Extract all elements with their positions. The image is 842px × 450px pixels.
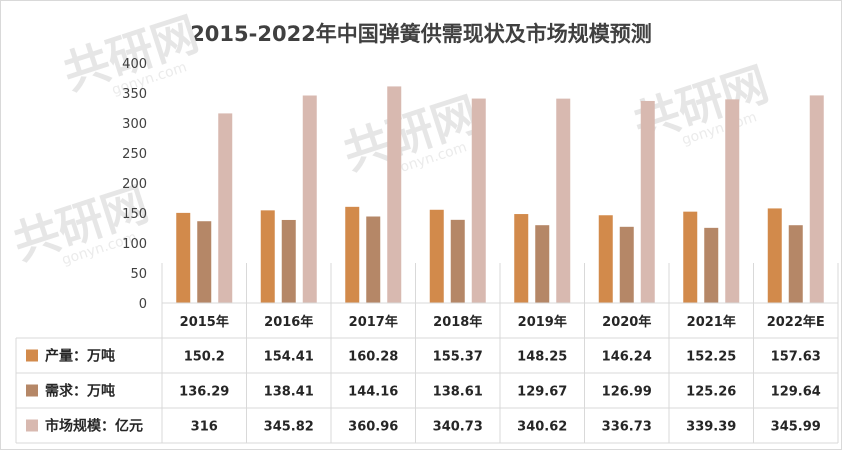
bar	[704, 227, 719, 303]
data-label: 148.25	[517, 350, 567, 365]
y-tick-label: 350	[122, 87, 147, 102]
series-name: 产量：万吨	[45, 348, 115, 365]
data-label: 360.96	[348, 420, 398, 435]
category-label: 2018年	[433, 314, 482, 330]
data-label: 152.25	[686, 350, 736, 365]
data-label: 129.64	[771, 385, 821, 400]
bar	[366, 216, 381, 303]
bar	[640, 100, 655, 303]
data-label: 339.39	[686, 420, 736, 435]
legend-swatch	[26, 349, 38, 362]
y-tick-label: 250	[122, 147, 147, 162]
bar	[683, 211, 698, 303]
bar	[281, 219, 296, 303]
y-tick-label: 100	[122, 237, 147, 252]
bar	[556, 98, 571, 304]
bar	[302, 95, 317, 304]
category-label: 2022年E	[767, 314, 825, 330]
data-label: 154.41	[264, 350, 314, 365]
category-label: 2017年	[349, 314, 398, 330]
bar	[471, 98, 486, 303]
category-label: 2015年	[180, 314, 229, 330]
data-label: 160.28	[348, 350, 398, 365]
data-label: 157.63	[771, 350, 821, 365]
legend-swatch	[26, 384, 38, 397]
data-label: 126.99	[602, 385, 652, 400]
bar	[725, 99, 740, 303]
bar	[260, 210, 275, 303]
data-label: 150.2	[184, 350, 225, 365]
bar	[176, 212, 191, 303]
data-label: 345.82	[264, 420, 314, 435]
y-tick-label: 150	[122, 207, 147, 222]
bar	[767, 208, 782, 303]
data-label: 146.24	[602, 350, 652, 365]
data-label: 129.67	[517, 385, 567, 400]
bar	[450, 219, 465, 303]
y-tick-label: 200	[122, 177, 147, 192]
bar	[598, 215, 613, 303]
legend-swatch	[26, 419, 38, 432]
series-name: 需求：万吨	[45, 383, 115, 400]
data-label: 340.62	[517, 420, 567, 435]
category-label: 2020年	[602, 314, 651, 330]
bar	[429, 209, 444, 303]
data-label: 155.37	[433, 350, 483, 365]
bar	[197, 221, 212, 303]
bar	[218, 113, 233, 304]
data-label: 144.16	[348, 385, 398, 400]
bar	[788, 225, 803, 303]
data-label: 125.26	[686, 385, 736, 400]
data-label: 138.41	[264, 385, 314, 400]
bar	[345, 206, 360, 303]
data-label: 316	[191, 420, 218, 435]
bar	[387, 86, 402, 303]
chart-title: 2015-2022年中国弹簧供需现状及市场规模预测	[190, 22, 652, 46]
data-label: 345.99	[771, 420, 821, 435]
bar	[619, 226, 634, 303]
data-label: 340.73	[433, 420, 483, 435]
series-name: 市场规模：亿元	[45, 418, 143, 435]
category-label: 2019年	[518, 314, 567, 330]
y-tick-label: 0	[139, 297, 147, 312]
bar	[809, 95, 824, 303]
y-tick-label: 300	[122, 117, 147, 132]
y-tick-label: 400	[122, 57, 147, 72]
data-label: 136.29	[179, 385, 229, 400]
data-label: 336.73	[602, 420, 652, 435]
bar	[514, 214, 529, 303]
category-label: 2021年	[687, 314, 736, 330]
y-tick-label: 50	[130, 267, 147, 282]
data-label: 138.61	[433, 385, 483, 400]
category-label: 2016年	[264, 314, 313, 330]
bar	[535, 225, 550, 303]
